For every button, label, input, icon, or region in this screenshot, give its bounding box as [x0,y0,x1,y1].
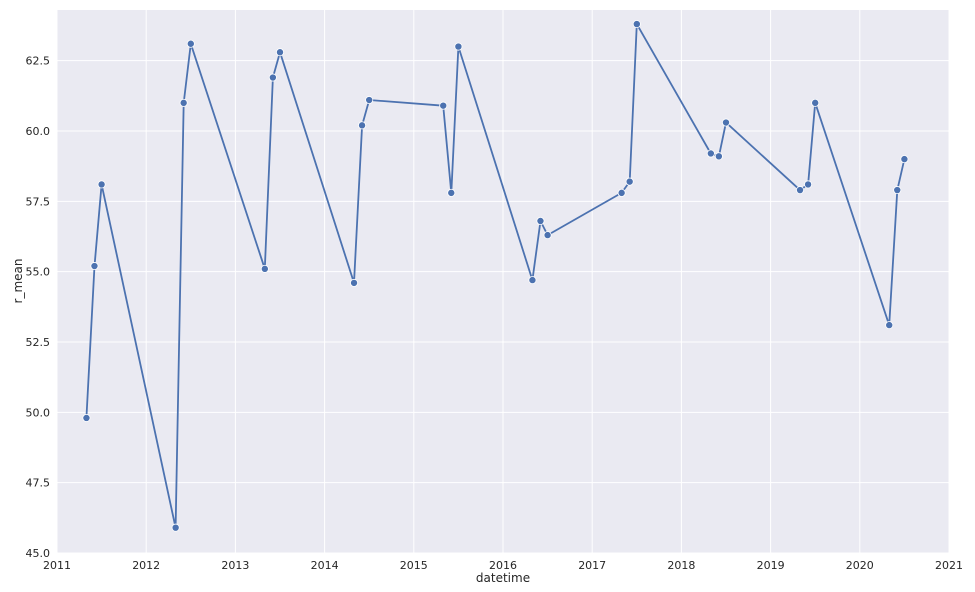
data-point [617,188,626,197]
x-tick-label: 2020 [846,559,874,572]
y-tick-label: 45.0 [26,547,51,560]
data-point [275,48,284,57]
data-point [632,20,641,29]
x-axis-label: datetime [476,571,530,585]
data-point [358,121,367,130]
y-tick-label: 50.0 [26,406,51,419]
x-tick-label: 2016 [489,559,517,572]
data-point [885,321,894,330]
data-point [543,231,552,240]
data-point [171,523,180,532]
data-point [714,152,723,161]
data-point [811,98,820,107]
data-point [268,73,277,82]
data-point [186,39,195,48]
data-point [722,118,731,127]
data-point [260,264,269,273]
x-tick-label: 2017 [578,559,606,572]
data-point [528,276,537,285]
x-tick-label: 2018 [667,559,695,572]
x-tick-label: 2011 [43,559,71,572]
data-point [536,217,545,226]
data-point [796,186,805,195]
data-point [179,98,188,107]
y-tick-label: 52.5 [26,336,51,349]
y-tick-label: 60.0 [26,125,51,138]
y-tick-label: 57.5 [26,195,51,208]
y-tick-label: 47.5 [26,477,51,490]
data-point [706,149,715,158]
data-point [97,180,106,189]
x-tick-label: 2013 [221,559,249,572]
x-tick-label: 2012 [132,559,160,572]
data-point [454,42,463,51]
data-point [900,155,909,164]
y-tick-labels: 45.0 47.5 50.0 52.5 55.0 57.5 60.0 62.5 [26,55,51,560]
x-tick-label: 2015 [400,559,428,572]
data-point [90,262,99,271]
data-point [82,413,91,422]
y-tick-label: 55.0 [26,266,51,279]
data-point [439,101,448,110]
data-point [365,96,374,105]
data-point [893,186,902,195]
x-tick-label: 2021 [935,559,963,572]
data-point [447,188,456,197]
x-tick-label: 2014 [311,559,339,572]
data-point [625,177,634,186]
data-points [82,20,909,532]
x-tick-label: 2019 [757,559,785,572]
data-point [804,180,813,189]
data-point [350,278,359,287]
y-tick-label: 62.5 [26,55,51,68]
y-axis-label: r_mean [11,259,25,304]
x-tick-labels: 2011 2012 2013 2014 2015 2016 2017 2018 2019 2020… [43,559,963,572]
